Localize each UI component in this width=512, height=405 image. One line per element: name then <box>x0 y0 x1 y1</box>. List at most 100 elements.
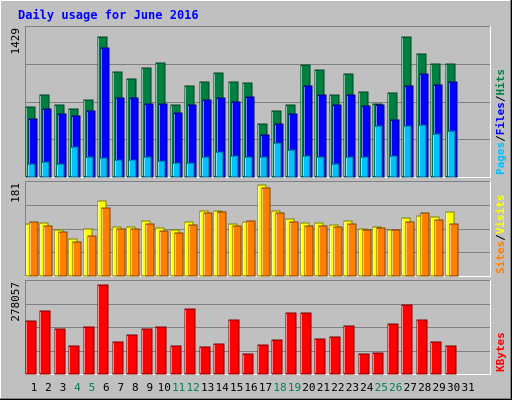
bar-pages-day-27 <box>403 125 412 178</box>
bar-sites-day-21 <box>318 225 328 277</box>
panel-legend-label: Sites/Visits <box>494 195 507 275</box>
x-tick-label-day-12: 12 <box>187 381 200 394</box>
bar-kbytes-day-13 <box>199 346 211 375</box>
bar-pages-day-7 <box>114 159 123 178</box>
x-tick-label-day-25: 25 <box>375 381 388 394</box>
bar-sites-day-1 <box>29 221 39 277</box>
legend-visits: Visits <box>494 195 507 235</box>
bar-kbytes-day-8 <box>126 334 138 375</box>
legend-hits: Hits <box>494 69 507 96</box>
bar-kbytes-day-22 <box>329 336 341 375</box>
bar-sites-day-2 <box>43 225 53 277</box>
bar-pages-day-6 <box>99 157 108 178</box>
x-tick-label-day-1: 1 <box>31 381 38 394</box>
bar-pages-day-12 <box>186 162 195 178</box>
bar-pages-day-20 <box>302 155 311 178</box>
bar-kbytes-day-6 <box>97 284 109 375</box>
bar-sites-day-6 <box>101 207 111 277</box>
bar-pages-day-5 <box>85 156 94 178</box>
panel-legend-label: Pages/Files/Hits <box>494 69 507 175</box>
x-axis-labels: 1 2 3 4 5 6 7 8 9 10 11 12 13 14 15 16 17 18 19 20 21 22 23 24 2… <box>31 381 475 394</box>
bar-sites-day-28 <box>420 212 430 277</box>
bar-sites-day-25 <box>376 227 386 277</box>
legend-separator: / <box>494 95 507 102</box>
y-max-label: 278057 <box>9 282 22 322</box>
bar-kbytes-day-19 <box>285 312 297 375</box>
bar-kbytes-day-20 <box>300 312 312 375</box>
x-tick-label-day-24: 24 <box>360 381 374 394</box>
legend-kbytes: KBytes <box>494 332 507 372</box>
legend-separator: / <box>494 234 507 241</box>
x-tick-label-day-15: 15 <box>230 381 243 394</box>
x-tick-label-day-14: 14 <box>215 381 229 394</box>
bar-pages-day-16 <box>244 156 253 178</box>
x-tick-label-day-11: 11 <box>172 381 185 394</box>
bar-pages-day-10 <box>157 160 166 178</box>
bar-kbytes-day-29 <box>430 341 442 375</box>
y-max-label: 181 <box>9 183 22 203</box>
x-tick-label-day-26: 26 <box>389 381 402 394</box>
x-tick-label-day-16: 16 <box>244 381 257 394</box>
legend-separator: / <box>494 135 507 142</box>
legend-sites: Sites <box>494 241 507 274</box>
x-tick-label-day-19: 19 <box>288 381 301 394</box>
x-tick-label-day-4: 4 <box>74 381 81 394</box>
chart-title: Daily usage for June 2016 <box>18 8 199 22</box>
bar-pages-day-9 <box>143 156 152 178</box>
x-tick-label-day-2: 2 <box>45 381 52 394</box>
bar-kbytes-day-5 <box>83 326 95 375</box>
bar-sites-day-24 <box>362 229 372 277</box>
bar-pages-day-30 <box>447 130 456 178</box>
x-tick-label-day-18: 18 <box>273 381 286 394</box>
x-tick-label-day-17: 17 <box>259 381 272 394</box>
bar-sites-day-11 <box>174 232 184 277</box>
bar-sites-day-15 <box>232 225 242 277</box>
bar-kbytes-day-7 <box>112 341 124 375</box>
x-tick-label-day-22: 22 <box>331 381 344 394</box>
bar-kbytes-day-26 <box>387 323 399 375</box>
bar-pages-day-4 <box>70 146 79 178</box>
bar-pages-day-8 <box>128 159 137 178</box>
x-tick-label-day-13: 13 <box>201 381 214 394</box>
bar-pages-day-26 <box>389 155 398 178</box>
bar-sites-day-30 <box>449 223 459 277</box>
bar-kbytes-day-23 <box>343 325 355 375</box>
bar-sites-day-26 <box>391 229 401 277</box>
bar-sites-day-18 <box>275 212 285 277</box>
x-tick-label-day-3: 3 <box>60 381 67 394</box>
bar-kbytes-day-18 <box>271 339 283 375</box>
bar-kbytes-day-17 <box>257 344 269 375</box>
bar-pages-day-2 <box>41 161 50 178</box>
bar-kbytes-day-30 <box>445 345 457 375</box>
bar-pages-day-13 <box>201 156 210 178</box>
bar-kbytes-day-16 <box>242 353 254 375</box>
x-tick-label-day-20: 20 <box>302 381 315 394</box>
x-tick-label-day-29: 29 <box>433 381 446 394</box>
bar-sites-day-23 <box>347 223 357 277</box>
bar-sites-day-29 <box>434 219 444 277</box>
bar-sites-day-9 <box>145 223 155 277</box>
bar-sites-day-5 <box>87 235 97 277</box>
panel-visits-sites: 181 Sites/Visits <box>9 181 507 277</box>
bar-sites-day-13 <box>203 212 213 277</box>
bar-kbytes-day-1 <box>25 320 37 375</box>
bar-pages-day-11 <box>172 162 181 178</box>
bar-kbytes-day-11 <box>170 345 182 375</box>
x-tick-label-day-31: 31 <box>461 381 474 394</box>
bar-sites-day-16 <box>246 220 256 277</box>
bar-sites-day-8 <box>130 228 140 277</box>
bar-sites-day-22 <box>333 226 343 277</box>
x-tick-label-day-6: 6 <box>103 381 110 394</box>
bar-pages-day-15 <box>230 155 239 178</box>
bar-sites-day-27 <box>405 221 415 277</box>
bar-kbytes-day-3 <box>54 328 66 375</box>
x-tick-label-day-5: 5 <box>89 381 96 394</box>
bar-pages-day-23 <box>345 156 354 178</box>
bar-sites-day-19 <box>289 221 299 277</box>
bar-pages-day-29 <box>432 133 441 178</box>
bar-kbytes-day-10 <box>155 326 167 375</box>
bar-sites-day-12 <box>188 224 198 277</box>
legend-pages: Pages <box>494 142 507 175</box>
